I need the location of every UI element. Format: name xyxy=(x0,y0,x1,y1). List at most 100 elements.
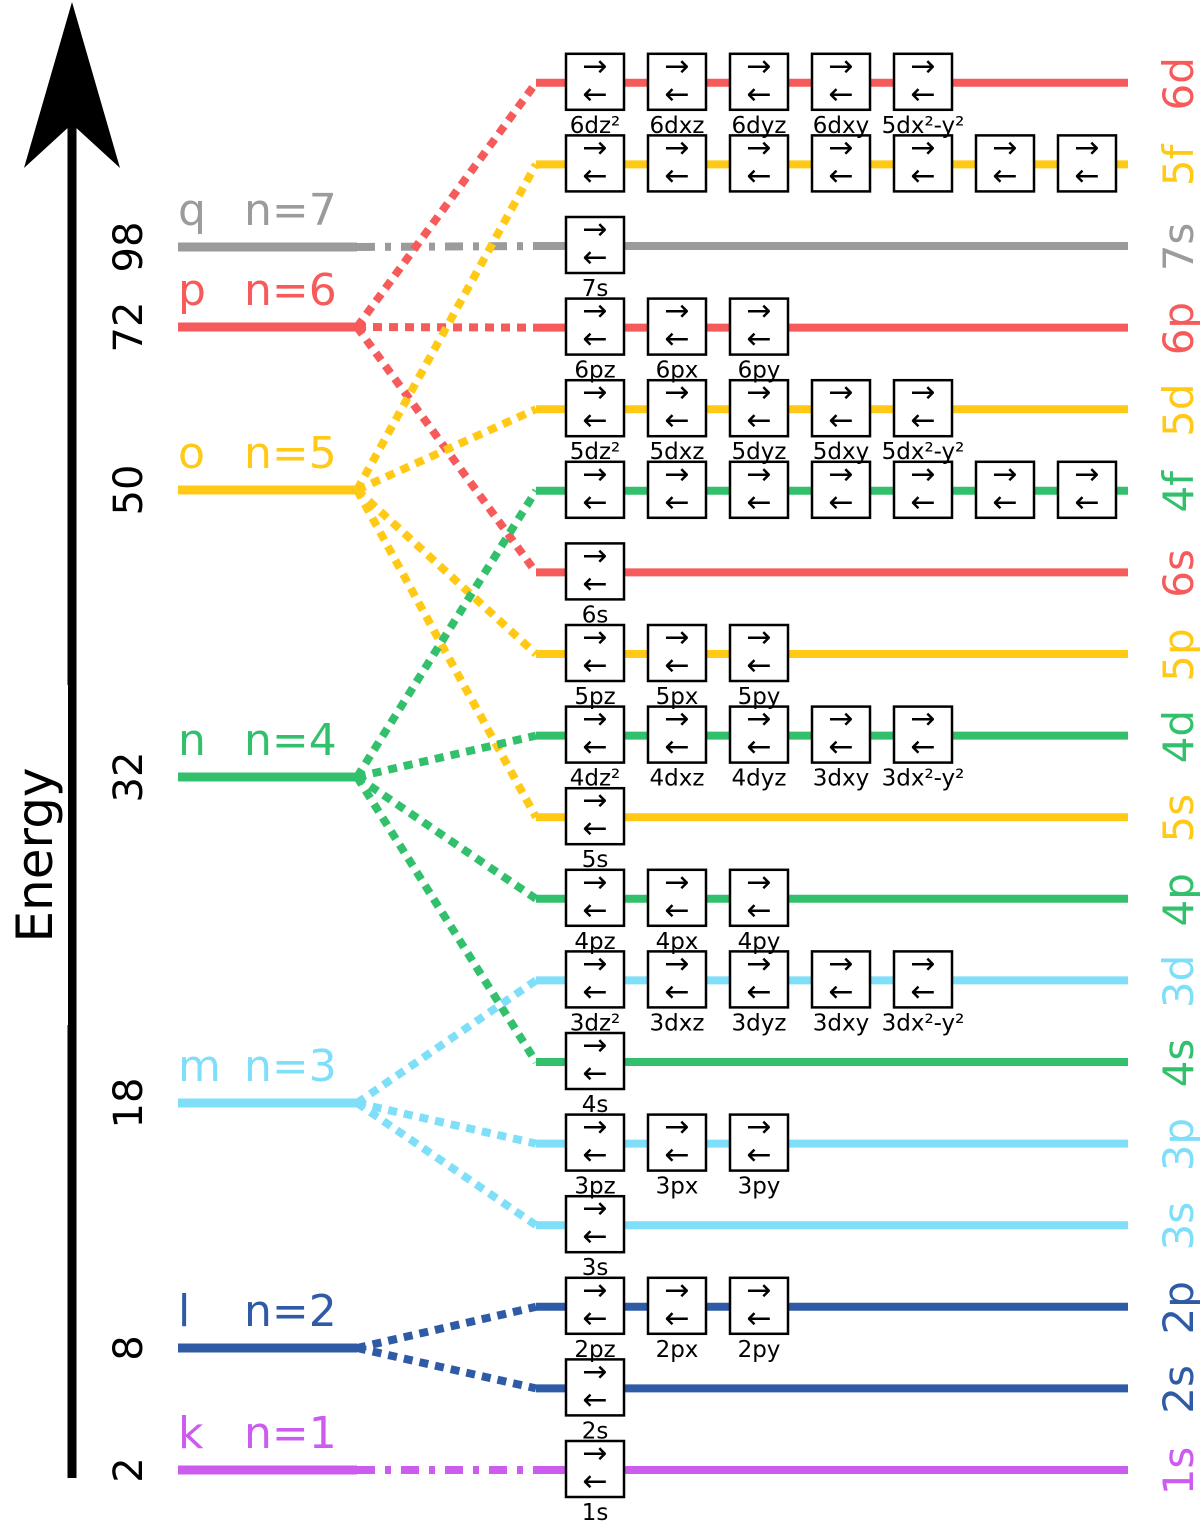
spin-up-arrow: → xyxy=(664,865,689,900)
orbital-label: 4dxz xyxy=(650,766,705,792)
orbital-box: →← xyxy=(728,130,790,193)
spin-down-arrow: ← xyxy=(664,322,689,357)
spin-up-arrow: → xyxy=(1074,130,1099,165)
orbital-box: →← xyxy=(728,620,790,683)
subshell-label-5f: 5f xyxy=(1154,143,1200,186)
spin-down-arrow: ← xyxy=(582,403,607,438)
spin-up-arrow: → xyxy=(746,49,771,84)
orbital-box-frame xyxy=(564,52,626,112)
connector-5p xyxy=(354,487,539,657)
spin-down-arrow: ← xyxy=(746,322,771,357)
orbital-label: 4dyz xyxy=(732,766,787,792)
orbital-box-frame xyxy=(564,868,626,928)
orbital-box-frame xyxy=(564,297,626,356)
orbital-box: →← xyxy=(728,702,790,765)
spin-up-arrow: → xyxy=(664,49,689,84)
spin-down-arrow: ← xyxy=(582,1301,607,1336)
orbital-box-frame xyxy=(646,1113,708,1172)
orbital-box-frame xyxy=(728,1276,790,1336)
spin-down-arrow: ← xyxy=(910,974,935,1009)
connector-2p xyxy=(356,1302,537,1352)
spin-down-arrow: ← xyxy=(664,648,689,683)
orbital-box: →← xyxy=(564,620,626,683)
orbital-label: 3dz² xyxy=(570,1010,621,1036)
orbital-box: →← xyxy=(728,457,790,520)
orbital-label: 1s xyxy=(582,1500,609,1522)
orbital-box-frame xyxy=(728,460,790,520)
spin-up-arrow: → xyxy=(582,130,607,165)
orbital-box-frame xyxy=(728,868,790,928)
spin-down-arrow: ← xyxy=(828,974,853,1009)
subshell-label-6d: 6d xyxy=(1154,57,1200,110)
orbital-label: 5pz xyxy=(574,684,615,710)
connector-6d xyxy=(353,80,540,330)
orbital-box-frame xyxy=(646,705,708,764)
orbital-box: →← xyxy=(810,375,872,438)
spin-down-arrow: ← xyxy=(828,730,853,765)
spin-down-arrow: ← xyxy=(1074,158,1099,193)
spin-up-arrow: → xyxy=(910,130,935,165)
orbital-box: →← xyxy=(646,1273,708,1336)
spin-down-arrow: ← xyxy=(582,974,607,1009)
spin-down-arrow: ← xyxy=(746,648,771,683)
spin-down-arrow: ← xyxy=(746,893,771,928)
subshell-label-7s: 7s xyxy=(1154,223,1200,272)
spin-down-arrow: ← xyxy=(910,730,935,765)
orbital-box: →← xyxy=(564,702,626,765)
orbital-box: →← xyxy=(646,620,708,683)
orbital-box-frame xyxy=(892,460,954,520)
spin-down-arrow: ← xyxy=(1074,485,1099,520)
shell-n-label-q: n=7 xyxy=(244,185,337,236)
orbital-box: →← xyxy=(646,375,708,438)
orbital-label: 6py xyxy=(738,358,781,384)
orbital-label: 2pz xyxy=(574,1337,615,1363)
spin-up-arrow: → xyxy=(746,457,771,492)
spin-down-arrow: ← xyxy=(746,403,771,438)
orbital-label: 4s xyxy=(582,1092,609,1118)
orbital-box-frame xyxy=(564,1113,626,1172)
connector-4p xyxy=(354,773,539,903)
shell-n-label-m: n=3 xyxy=(244,1041,337,1092)
orbital-box: →← xyxy=(728,1273,790,1336)
spin-down-arrow: ← xyxy=(746,158,771,193)
connector-3d xyxy=(354,977,539,1107)
subshell-label-4p: 4p xyxy=(1154,873,1200,926)
spin-down-arrow: ← xyxy=(664,730,689,765)
orbital-label: 3dx²-y² xyxy=(882,1010,965,1036)
orbital-box-frame xyxy=(810,52,872,112)
spin-up-arrow: → xyxy=(910,375,935,410)
orbital-label: 4px xyxy=(656,929,699,955)
spin-up-arrow: → xyxy=(664,1273,689,1308)
spin-down-arrow: ← xyxy=(664,893,689,928)
spin-up-arrow: → xyxy=(992,130,1017,165)
orbital-box: →← xyxy=(892,702,954,765)
orbital-box: →← xyxy=(564,946,626,1009)
spin-up-arrow: → xyxy=(582,946,607,981)
orbital-label: 6dyz xyxy=(732,113,787,139)
shell-letter-q: q xyxy=(178,185,206,236)
spin-up-arrow: → xyxy=(664,375,689,410)
spin-up-arrow: → xyxy=(582,294,607,329)
orbital-label: 7s xyxy=(582,276,609,302)
subshell-label-3s: 3s xyxy=(1154,1202,1200,1251)
orbital-box-frame xyxy=(892,950,954,1009)
energy-axis: Energy 2 8 18 32 50 72 98 xyxy=(0,2,152,1483)
orbital-box-frame xyxy=(564,1031,626,1091)
orbital-box: →← xyxy=(564,1354,626,1417)
orbital-box-frame xyxy=(564,134,626,193)
orbital-box-frame xyxy=(564,950,626,1009)
orbital-box-frame xyxy=(646,378,708,438)
spin-up-arrow: → xyxy=(582,620,607,655)
spin-down-arrow: ← xyxy=(582,1219,607,1254)
orbital-box-frame xyxy=(892,134,954,193)
connector-3s xyxy=(354,1099,539,1229)
spin-up-arrow: → xyxy=(664,702,689,737)
orbital-boxes: →←1s→←2s→←2pz→←2px→←2py→←3s→←3pz→←3px→←3… xyxy=(564,49,1118,1522)
spin-down-arrow: ← xyxy=(910,403,935,438)
subshell-label-5p: 5p xyxy=(1154,628,1200,681)
orbital-box: →← xyxy=(564,375,626,438)
spin-up-arrow: → xyxy=(746,375,771,410)
orbital-box-frame xyxy=(974,134,1036,193)
orbital-box-frame xyxy=(728,1113,790,1172)
spin-down-arrow: ← xyxy=(582,1464,607,1499)
